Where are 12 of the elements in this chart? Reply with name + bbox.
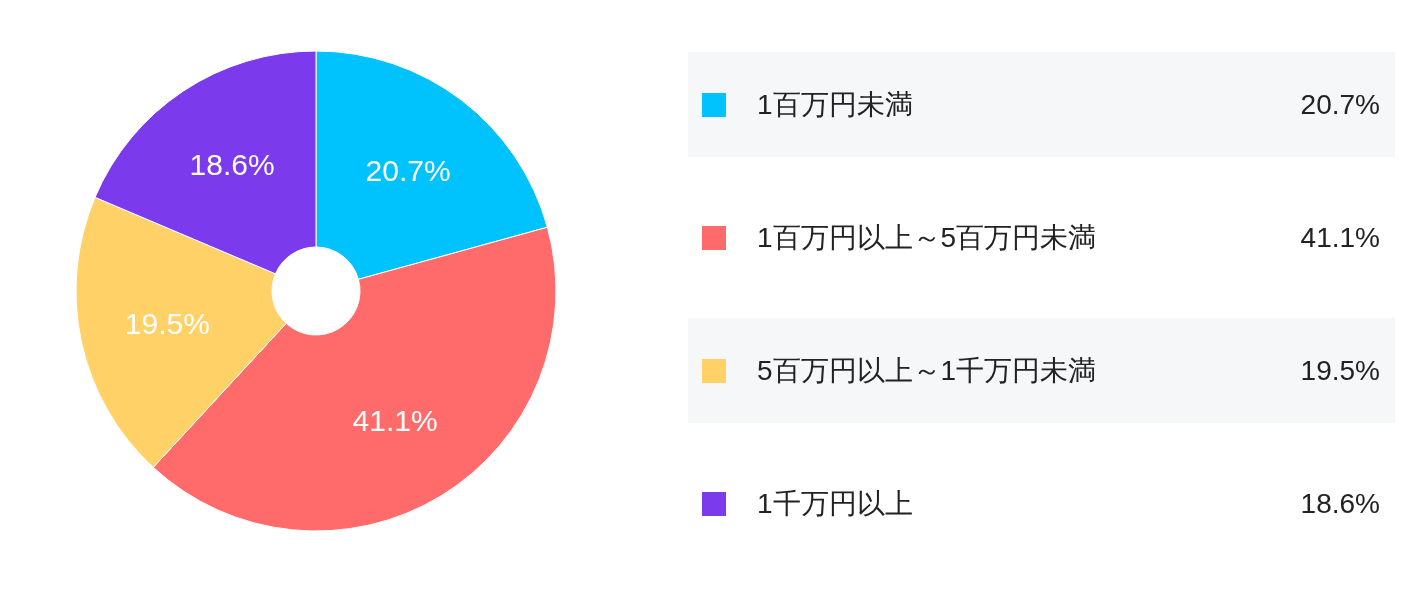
data-label: 41.1%	[352, 404, 438, 438]
legend-label: 5百万円以上～1千万円未満	[757, 353, 1097, 388]
text: 20.7%	[1300, 88, 1380, 120]
legend-label: 1百万円未満	[757, 87, 913, 122]
legend-label: 1百万円以上～5百万円未満	[757, 220, 1097, 255]
data-label: 18.6%	[189, 147, 275, 181]
text: 18.6%	[1300, 487, 1380, 519]
text: 19.5%	[1300, 354, 1380, 386]
text: 41.1%	[1300, 221, 1380, 253]
data-label: 19.5%	[124, 306, 210, 340]
legend-label: 1千万円以上	[757, 486, 913, 521]
data-label: 20.7%	[365, 153, 451, 187]
